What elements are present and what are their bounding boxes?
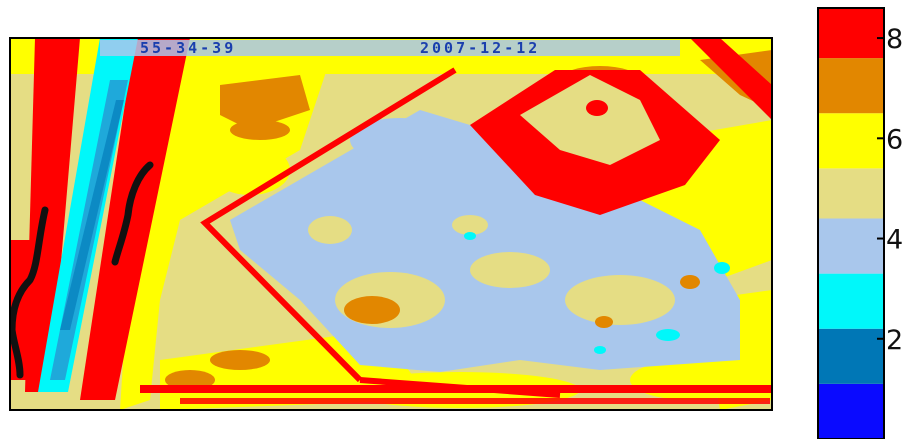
- banner-text-right: 2007-12-12: [420, 39, 540, 57]
- colorbar-band-7: [818, 58, 884, 114]
- colorbar-band-6: [818, 113, 884, 169]
- colorbar-tick-label: 4: [886, 225, 903, 256]
- colorbar-band-3: [818, 273, 884, 329]
- cyan-specks: [464, 232, 730, 354]
- colorbar-band-8: [818, 8, 884, 59]
- banner-text-left: 55-34-39: [140, 39, 236, 57]
- red-corner-right: [690, 38, 772, 120]
- heatmap-map: 55-34-39 2007-12-12: [9, 37, 773, 411]
- red-arc: [470, 70, 720, 215]
- map-frame: [9, 37, 773, 411]
- pen-annotations: [10, 161, 154, 379]
- colorbar-band-5: [818, 168, 884, 219]
- red-bottom-edge: [140, 385, 772, 393]
- colorbar-band-4: [818, 218, 884, 274]
- top-banner-band: [100, 40, 680, 56]
- colorbar-band-1: [818, 383, 884, 439]
- colorbar-tick-label: 2: [886, 325, 903, 356]
- colorbar: 2 4 6 8: [817, 7, 903, 439]
- cyan-band: [38, 38, 138, 392]
- colorbar-band-2: [818, 328, 884, 384]
- colorbar-tick-label: 8: [886, 24, 903, 55]
- colorbar-bands: [818, 8, 884, 439]
- red-bottom-edge-2: [180, 398, 770, 404]
- colorbar-ticks: 2 4 6 8: [877, 24, 903, 356]
- colorbar-tick-label: 6: [886, 124, 903, 155]
- colorbar-frame: [817, 7, 885, 439]
